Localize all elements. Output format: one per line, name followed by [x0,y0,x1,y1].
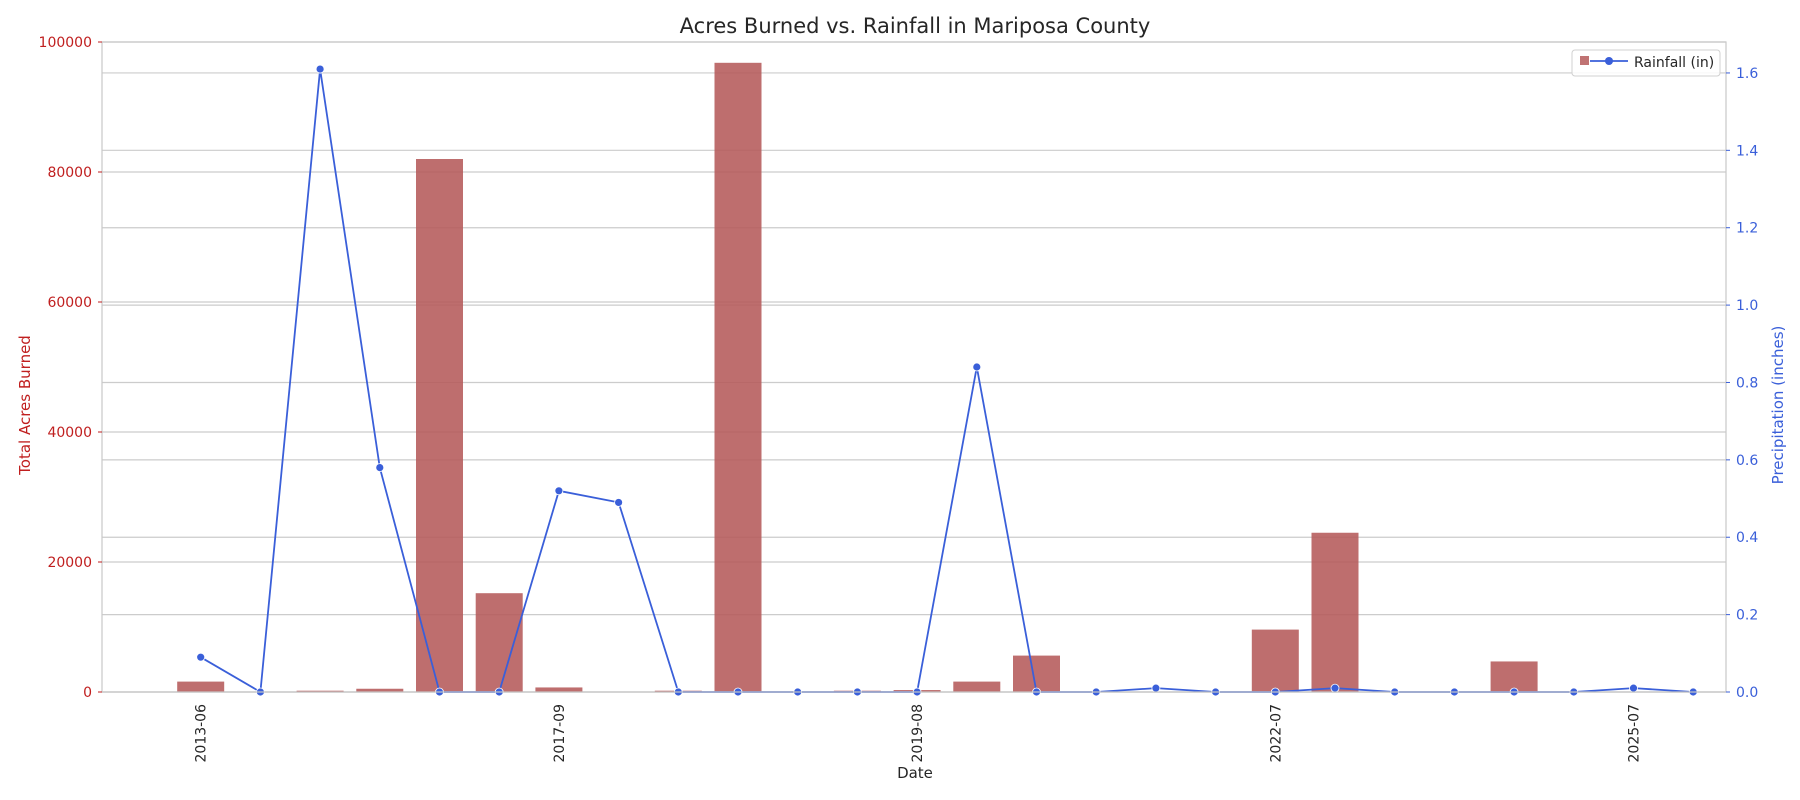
rainfall-point [972,362,982,372]
bar [1013,655,1060,692]
bar [714,62,762,693]
legend: Rainfall (in) [1571,49,1721,77]
right-tick-label: 1.4 [1736,143,1758,159]
bar [535,687,583,692]
left-axis-ticks: 0 20000 40000 60000 80000 100000 [39,35,102,701]
x-axis-label: Date [897,764,933,782]
left-axis-label: Total Acres Burned [16,335,34,476]
right-axis-label: Precipitation (inches) [1769,326,1787,485]
rainfall-point [315,64,325,74]
x-tick-label: 2022-07 [1268,704,1284,763]
x-tick-label: 2017-09 [552,704,568,763]
right-tick-label: 0.4 [1736,530,1758,546]
left-tick-label: 80000 [47,165,92,181]
rainfall-point [375,463,385,472]
legend-label-rainfall: Rainfall (in) [1634,55,1714,71]
rainfall-point [1151,683,1161,693]
legend-bar-swatch [1580,56,1589,65]
x-axis-ticks: 2013-06 2017-09 2019-08 2022-07 2025-07 [194,704,1643,763]
right-tick-label: 1.6 [1736,66,1758,82]
right-tick-label: 0.8 [1736,375,1758,391]
right-tick-label: 0.6 [1736,453,1758,469]
plot-frame [101,41,1727,693]
left-tick-label: 40000 [47,425,92,441]
bar [1251,629,1299,692]
chart-title: Acres Burned vs. Rainfall in Mariposa Co… [680,14,1151,38]
bar-series [177,62,1538,693]
right-axis-ticks: 0.0 0.2 0.4 0.6 0.8 1.0 1.2 1.4 1.6 [1726,66,1758,701]
rainfall-point [196,652,206,662]
left-tick-label: 100000 [39,35,92,51]
left-tick-label: 0 [83,685,92,701]
bar [953,681,1001,692]
rainfall-point [614,498,623,507]
bar [475,593,523,692]
grid [102,41,1726,693]
left-tick-label: 20000 [47,555,92,571]
right-tick-label: 1.2 [1736,221,1758,237]
right-tick-label: 1.0 [1736,298,1758,314]
right-tick-label: 0.2 [1736,608,1758,624]
legend-marker [1605,57,1613,65]
bar [1490,661,1538,692]
x-tick-label: 2019-08 [910,704,926,763]
rainfall-point [554,486,564,496]
left-tick-label: 60000 [47,295,92,311]
legend-box [1571,49,1721,77]
bar [177,681,225,692]
rainfall-point [1330,683,1340,693]
right-tick-label: 0.0 [1736,685,1758,701]
x-tick-label: 2013-06 [194,704,210,763]
bar [1311,532,1359,692]
rainfall-point [1629,683,1638,693]
bar [296,690,344,692]
bar [416,159,463,692]
bar [356,688,404,692]
x-tick-label: 2025-07 [1627,704,1643,763]
